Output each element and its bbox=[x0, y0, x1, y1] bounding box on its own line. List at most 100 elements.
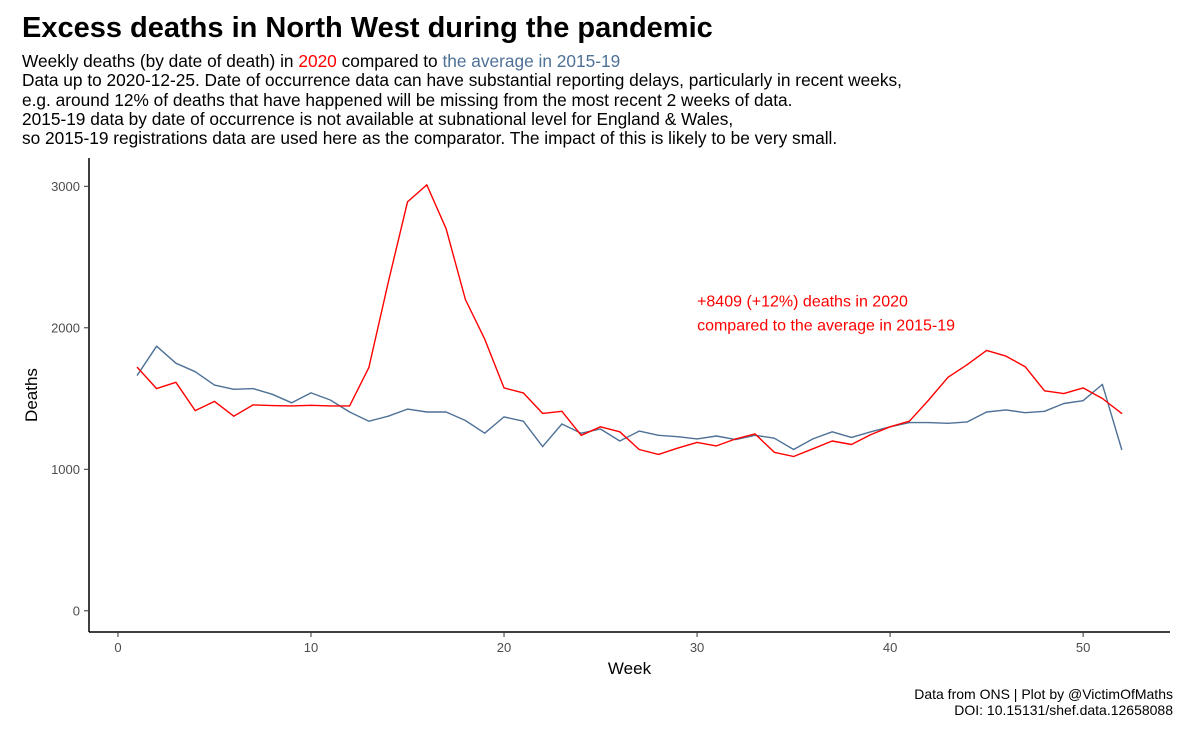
data-point bbox=[850, 436, 853, 439]
data-point bbox=[348, 411, 351, 413]
series-average-2015-19 bbox=[136, 345, 1123, 451]
annotation-line-1: +8409 (+12%) deaths in 2020 bbox=[697, 294, 908, 311]
data-point bbox=[638, 448, 640, 451]
data-point bbox=[445, 411, 447, 413]
data-point bbox=[947, 422, 949, 424]
data-point bbox=[503, 416, 505, 418]
data-point bbox=[368, 420, 370, 422]
subtitle-prefix: Weekly deaths (by date of death) in bbox=[22, 51, 299, 71]
data-point bbox=[387, 415, 389, 417]
data-point bbox=[252, 404, 254, 406]
data-point bbox=[792, 448, 795, 451]
data-point bbox=[329, 405, 331, 407]
data-point bbox=[870, 434, 872, 436]
legend-average-label: the average in 2015-19 bbox=[442, 51, 621, 71]
data-point bbox=[406, 408, 409, 410]
x-tick-label: 50 bbox=[1076, 640, 1090, 655]
data-point bbox=[735, 438, 737, 440]
data-point bbox=[426, 411, 428, 413]
data-point bbox=[1101, 397, 1104, 400]
data-point bbox=[175, 381, 177, 383]
data-point bbox=[908, 421, 911, 424]
data-point bbox=[715, 445, 717, 447]
x-axis-title: Week bbox=[608, 659, 652, 678]
y-axis-title: Deaths bbox=[22, 368, 41, 422]
data-point bbox=[1101, 383, 1104, 385]
data-point bbox=[966, 363, 968, 366]
subtitle-legend-line: Weekly deaths (by date of death) in 2020… bbox=[22, 51, 902, 71]
data-point bbox=[310, 404, 312, 406]
series-line bbox=[136, 184, 1123, 458]
data-point bbox=[773, 451, 775, 453]
data-point bbox=[329, 399, 331, 401]
series-2020 bbox=[136, 184, 1123, 458]
data-point bbox=[638, 430, 640, 432]
x-tick-label: 10 bbox=[304, 640, 318, 655]
data-point bbox=[773, 437, 775, 439]
data-point bbox=[291, 402, 293, 404]
data-point bbox=[754, 433, 756, 435]
data-point bbox=[484, 338, 486, 340]
data-point bbox=[368, 366, 370, 369]
data-point bbox=[348, 405, 351, 407]
data-point bbox=[986, 411, 988, 413]
data-point bbox=[136, 374, 138, 376]
data-point bbox=[155, 388, 158, 390]
data-point bbox=[1063, 402, 1065, 405]
data-point bbox=[966, 421, 968, 423]
data-point bbox=[1024, 366, 1026, 368]
subtitle-note: Data up to 2020-12-25. Date of occurrenc… bbox=[22, 70, 902, 91]
data-point bbox=[213, 384, 216, 386]
series-line bbox=[136, 345, 1123, 451]
caption-doi: DOI: 10.15131/shef.data.12658088 bbox=[954, 702, 1173, 718]
data-point bbox=[484, 432, 486, 434]
subtitle-middle: compared to bbox=[336, 51, 443, 71]
data-point bbox=[580, 434, 582, 436]
data-point bbox=[233, 415, 235, 417]
data-point bbox=[1082, 387, 1084, 389]
data-point bbox=[387, 281, 389, 284]
x-tick-label: 30 bbox=[690, 640, 704, 655]
data-point bbox=[194, 409, 196, 412]
data-point bbox=[464, 298, 467, 301]
chart-caption: Data from ONS | Plot by @VictimOfMaths D… bbox=[914, 686, 1173, 718]
data-point bbox=[580, 432, 582, 434]
data-point bbox=[503, 387, 505, 389]
data-point bbox=[657, 453, 660, 456]
x-tick-label: 0 bbox=[114, 640, 121, 655]
chart-title: Excess deaths in North West during the p… bbox=[22, 12, 713, 44]
data-point bbox=[1063, 392, 1065, 395]
data-point bbox=[599, 426, 602, 428]
caption-source: Data from ONS | Plot by @VictimOfMaths bbox=[914, 686, 1173, 702]
y-tick-label: 1000 bbox=[51, 462, 80, 477]
data-point bbox=[291, 405, 293, 407]
x-tick-label: 40 bbox=[883, 640, 897, 655]
y-tick-label: 0 bbox=[73, 603, 80, 618]
data-point bbox=[831, 431, 833, 433]
data-point bbox=[677, 436, 679, 438]
data-point bbox=[136, 366, 138, 369]
data-point bbox=[213, 400, 216, 402]
data-point bbox=[1082, 400, 1084, 402]
annotation-line-2: compared to the average in 2015-19 bbox=[697, 318, 955, 335]
data-point bbox=[908, 420, 911, 422]
data-point bbox=[1043, 410, 1046, 412]
data-point bbox=[561, 410, 563, 412]
data-point bbox=[696, 438, 698, 440]
data-point bbox=[812, 438, 814, 440]
data-point bbox=[1121, 448, 1123, 451]
data-point bbox=[812, 448, 814, 450]
data-point bbox=[599, 428, 602, 430]
data-point bbox=[928, 399, 930, 401]
data-point bbox=[271, 393, 273, 395]
data-point bbox=[947, 376, 949, 378]
data-point bbox=[1043, 390, 1046, 392]
data-point bbox=[445, 228, 447, 230]
y-tick-label: 3000 bbox=[51, 179, 80, 194]
data-point bbox=[657, 434, 660, 436]
data-point bbox=[252, 388, 254, 390]
data-point bbox=[619, 431, 621, 433]
data-point bbox=[1005, 409, 1007, 411]
data-point bbox=[792, 455, 795, 458]
chart-subtitle: Weekly deaths (by date of death) in 2020… bbox=[22, 51, 902, 148]
